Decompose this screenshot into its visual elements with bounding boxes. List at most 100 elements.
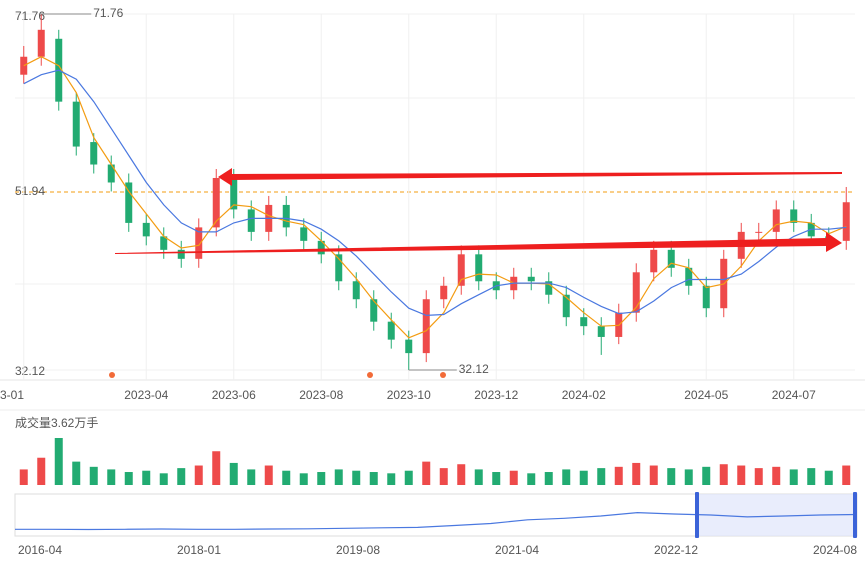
moving-average: [23, 56, 847, 339]
navigator-label: 2016-04: [18, 543, 62, 557]
volume-bar: [492, 472, 501, 485]
x-tick-label: 2024-05: [684, 388, 728, 402]
volume-bar: [474, 469, 483, 485]
volume-bar: [667, 468, 676, 485]
volume-bar: [387, 473, 396, 485]
event-dot: [440, 372, 446, 378]
candle-body: [282, 204, 290, 228]
volume-bar: [37, 457, 46, 485]
volume-bar: [369, 472, 378, 485]
candle-body: [685, 267, 693, 286]
candle-body: [212, 177, 220, 228]
volume-bar: [72, 461, 81, 485]
candle-body: [352, 281, 360, 300]
y-tick-label: 71.76: [15, 9, 45, 23]
candle-body: [790, 209, 798, 223]
candle-body: [597, 326, 605, 337]
x-tick-label: 2024-07: [772, 388, 816, 402]
current-price-label: 51.94: [15, 184, 45, 198]
navigator-handle[interactable]: [695, 492, 699, 538]
y-tick-label: 32.12: [15, 364, 45, 378]
volume-bar: [404, 470, 413, 485]
volume-bar: [54, 438, 63, 485]
volume-bar: [299, 473, 308, 485]
x-tick-label: 2023-08: [299, 388, 343, 402]
candle-body: [247, 209, 255, 232]
volume-bar: [632, 462, 641, 485]
volume-bar: [789, 469, 798, 485]
candle-body: [667, 249, 675, 268]
volume-bar: [597, 468, 606, 485]
candle-body: [772, 209, 780, 232]
navigator-label: 2022-12: [654, 543, 698, 557]
volume-bar: [754, 468, 763, 485]
volume-bar: [89, 466, 98, 485]
volume-bar: [614, 466, 623, 485]
x-tick-label: 2023-10: [387, 388, 431, 402]
candle-body: [20, 56, 28, 75]
candle-body: [370, 299, 378, 322]
candle-body: [195, 227, 203, 259]
candle-body: [107, 164, 115, 183]
navigator-label: 2018-01: [177, 543, 221, 557]
volume-bar: [684, 469, 693, 485]
volume-bar: [212, 451, 221, 485]
candle-body: [457, 254, 465, 286]
volume-bar: [19, 469, 28, 485]
candle-body: [405, 339, 413, 354]
volume-bar: [282, 470, 291, 485]
volume-bar: [439, 468, 448, 485]
annotation-arrow: [218, 168, 842, 186]
volume-bar: [562, 469, 571, 485]
candle-body: [755, 231, 763, 233]
candle-body: [317, 240, 325, 255]
volume-bar: [177, 468, 186, 485]
x-tick-label: 2023-04: [124, 388, 168, 402]
event-dot: [367, 372, 373, 378]
volume-bar: [527, 473, 536, 485]
volume-bar: [772, 466, 781, 485]
navigator-line: [15, 511, 858, 531]
volume-bar: [264, 465, 273, 485]
candle-body: [300, 227, 308, 241]
volume-bar: [247, 469, 256, 485]
candle-body: [527, 276, 535, 282]
candle-body: [142, 222, 150, 237]
event-dot: [109, 372, 115, 378]
min-label: 32.12: [459, 362, 489, 376]
volume-bar: [702, 466, 711, 485]
candle-body: [37, 29, 45, 57]
volume-bar: [807, 468, 816, 485]
candle-body: [177, 249, 185, 259]
volume-bar: [509, 470, 518, 485]
moving-average: [23, 69, 847, 317]
x-tick-label: 2024-02: [562, 388, 606, 402]
candle-body: [72, 101, 80, 147]
candle-body: [632, 272, 640, 313]
plot: 32.12 71.76 51.94 3-01 2023-04 2023-06 2023-08…: [0, 6, 857, 557]
x-tick-label: 2023-12: [474, 388, 518, 402]
volume-bar: [159, 473, 168, 485]
candle-body: [650, 249, 658, 273]
navigator-handle[interactable]: [853, 492, 857, 538]
candle-body: [160, 236, 168, 250]
volume-bar: [824, 470, 833, 485]
volume-bar: [737, 465, 746, 485]
volume-bar: [544, 472, 553, 485]
candle-body: [335, 254, 343, 282]
volume-bar: [334, 469, 343, 485]
candle-body: [90, 142, 98, 165]
candle-body: [475, 254, 483, 282]
navigator-label: 2024-08: [813, 543, 857, 557]
candle-body: [387, 321, 395, 340]
volume-bar: [352, 470, 361, 485]
candle-body: [230, 177, 238, 210]
volume-bar: [719, 464, 728, 485]
volume-bar: [842, 465, 851, 485]
max-label: 71.76: [93, 6, 123, 20]
volume-bar: [142, 470, 151, 485]
candle-body: [580, 317, 588, 327]
